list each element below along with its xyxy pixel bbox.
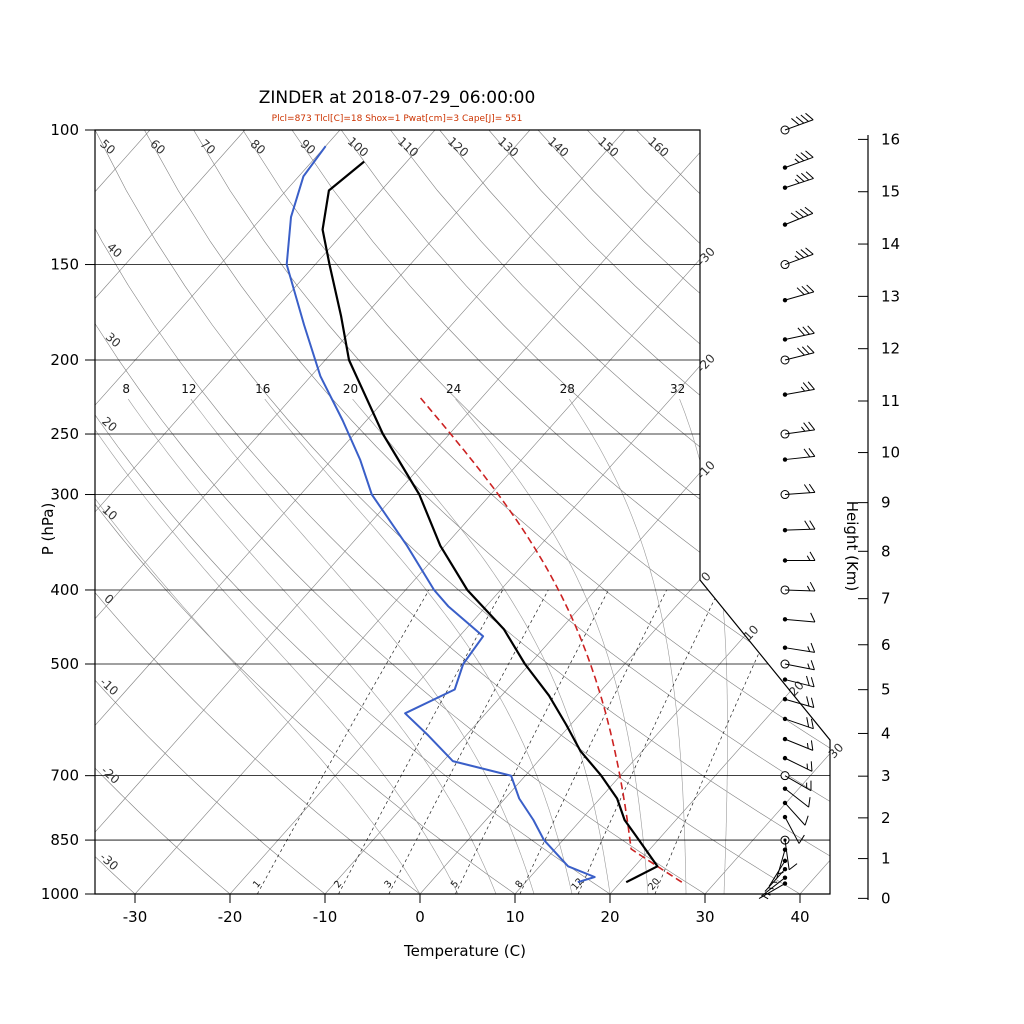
svg-text:6: 6 xyxy=(881,636,891,654)
temperature-axis-label: Temperature (C) xyxy=(404,942,526,960)
plot-frame xyxy=(94,129,831,895)
svg-text:9: 9 xyxy=(881,494,891,512)
svg-text:7: 7 xyxy=(881,590,891,608)
svg-text:-30: -30 xyxy=(123,908,148,926)
wind-barbs xyxy=(758,112,816,900)
svg-text:20: 20 xyxy=(99,414,120,435)
dewpoint-curve xyxy=(285,145,596,884)
temperature-curve xyxy=(321,160,659,884)
svg-text:160: 160 xyxy=(645,134,671,160)
svg-text:11: 11 xyxy=(881,392,900,410)
svg-text:0: 0 xyxy=(698,569,713,584)
svg-text:20: 20 xyxy=(600,908,619,926)
profile-curves xyxy=(285,145,683,884)
svg-text:40: 40 xyxy=(790,908,809,926)
svg-text:100: 100 xyxy=(345,134,371,160)
svg-text:2: 2 xyxy=(332,879,344,891)
svg-text:12: 12 xyxy=(570,876,586,892)
svg-text:-30: -30 xyxy=(97,850,121,874)
svg-text:300: 300 xyxy=(50,486,79,504)
svg-text:10: 10 xyxy=(505,908,524,926)
svg-text:150: 150 xyxy=(50,256,79,274)
height-axis-label: Height (Km) xyxy=(843,500,861,592)
svg-text:15: 15 xyxy=(881,183,900,201)
svg-text:8: 8 xyxy=(513,879,525,891)
svg-text:-10: -10 xyxy=(97,675,121,699)
svg-text:3: 3 xyxy=(382,879,394,891)
svg-text:28: 28 xyxy=(560,382,575,396)
svg-text:100: 100 xyxy=(50,121,79,139)
svg-text:13: 13 xyxy=(881,287,900,305)
svg-text:16: 16 xyxy=(255,382,270,396)
svg-text:24: 24 xyxy=(446,382,461,396)
svg-text:850: 850 xyxy=(50,831,79,849)
svg-text:30: 30 xyxy=(695,908,714,926)
svg-text:0: 0 xyxy=(101,591,116,607)
svg-text:16: 16 xyxy=(881,130,900,148)
svg-text:80: 80 xyxy=(247,137,268,158)
svg-text:12: 12 xyxy=(881,340,900,358)
svg-text:-20: -20 xyxy=(218,908,243,926)
chart-title: ZINDER at 2018-07-29_06:00:00 xyxy=(258,88,536,108)
svg-text:130: 130 xyxy=(495,134,521,160)
svg-text:40: 40 xyxy=(104,240,125,261)
moist-adiabat-lines xyxy=(95,398,728,894)
svg-text:90: 90 xyxy=(298,137,319,158)
svg-text:20: 20 xyxy=(646,876,662,892)
svg-text:1000: 1000 xyxy=(41,885,79,903)
svg-text:1: 1 xyxy=(251,879,263,891)
svg-text:-20: -20 xyxy=(694,351,718,375)
svg-text:0: 0 xyxy=(881,889,891,907)
svg-text:3: 3 xyxy=(881,767,891,785)
svg-text:5: 5 xyxy=(881,681,891,699)
svg-text:12: 12 xyxy=(181,382,196,396)
svg-text:14: 14 xyxy=(881,235,900,253)
svg-text:700: 700 xyxy=(50,767,79,785)
svg-text:60: 60 xyxy=(147,137,168,158)
svg-text:400: 400 xyxy=(50,581,79,599)
svg-text:20: 20 xyxy=(786,678,807,699)
temperature-axis: -30 -20 -10 0 10 20 30 40 xyxy=(123,894,810,926)
svg-text:5: 5 xyxy=(449,879,461,891)
svg-text:1: 1 xyxy=(881,850,891,868)
pressure-axis: 100 150 200 250 300 400 500 700 850 1000 xyxy=(41,121,95,903)
svg-text:120: 120 xyxy=(445,134,471,160)
svg-text:4: 4 xyxy=(881,724,891,742)
svg-text:10: 10 xyxy=(741,622,762,643)
chart-subtitle: Plcl=873 Tlcl[C]=18 Shox=1 Pwat[cm]=3 Ca… xyxy=(271,114,523,124)
svg-text:70: 70 xyxy=(197,137,218,158)
svg-text:8: 8 xyxy=(122,382,130,396)
svg-text:140: 140 xyxy=(545,134,571,160)
svg-text:30: 30 xyxy=(826,740,847,761)
svg-text:-10: -10 xyxy=(694,458,718,482)
svg-text:-10: -10 xyxy=(313,908,338,926)
svg-text:20: 20 xyxy=(343,382,358,396)
svg-text:200: 200 xyxy=(50,351,79,369)
svg-text:32: 32 xyxy=(670,382,685,396)
pressure-axis-label: P (hPa) xyxy=(39,502,57,556)
pressure-gridlines xyxy=(95,130,830,841)
svg-text:30: 30 xyxy=(103,330,124,351)
svg-text:500: 500 xyxy=(50,655,79,673)
svg-text:250: 250 xyxy=(50,425,79,443)
svg-text:10: 10 xyxy=(881,444,900,462)
svg-text:0: 0 xyxy=(415,908,425,926)
svg-text:110: 110 xyxy=(395,134,421,160)
svg-text:8: 8 xyxy=(881,542,891,560)
svg-text:10: 10 xyxy=(99,503,120,524)
svg-text:-20: -20 xyxy=(98,763,122,787)
svg-text:2: 2 xyxy=(881,809,891,827)
